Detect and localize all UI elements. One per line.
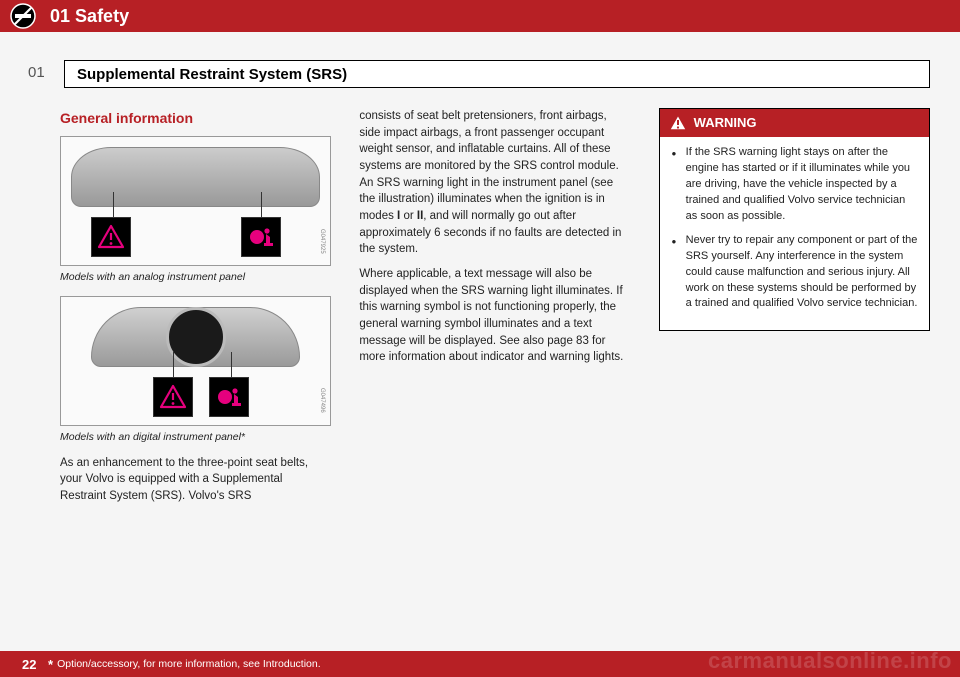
warning-box: WARNING If the SRS warning light stays o… — [659, 108, 930, 331]
chapter-title: 01 Safety — [50, 6, 129, 27]
figure-digital-panel: G047496 — [60, 296, 331, 426]
callout-line — [231, 352, 232, 377]
page-number: 22 — [22, 657, 36, 672]
warning-triangle-icon — [153, 377, 193, 417]
warning-item: Never try to repair any component or par… — [670, 233, 919, 313]
analog-panel-graphic — [71, 147, 320, 207]
figure-analog-panel: G047925 — [60, 136, 331, 266]
warning-item: If the SRS warning light stays on after … — [670, 145, 919, 225]
section-title: Supplemental Restraint System (SRS) — [77, 66, 347, 83]
figure-caption-digital: Models with an digital instrument panel* — [60, 430, 331, 445]
footnote-text: Option/accessory, for more information, … — [57, 658, 321, 670]
body-text-col1: As an enhancement to the three-point sea… — [60, 455, 331, 505]
footer-bar: 22 * Option/accessory, for more informat… — [0, 651, 960, 677]
callout-line — [261, 192, 262, 217]
body-text-col2-p1: consists of seat belt pretensioners, fro… — [359, 108, 630, 258]
section-title-bar: Supplemental Restraint System (SRS) — [64, 60, 930, 88]
column-3: WARNING If the SRS warning light stays o… — [659, 108, 930, 627]
callout-line — [113, 192, 114, 217]
image-code: G047496 — [317, 381, 326, 421]
callout-line — [173, 352, 174, 377]
warning-header: WARNING — [660, 109, 929, 137]
figure-caption-analog: Models with an analog instrument panel — [60, 270, 331, 285]
digital-panel-graphic — [91, 307, 300, 367]
content-columns: General information G047925 Models with … — [60, 108, 930, 627]
heading-general-info: General information — [60, 108, 331, 128]
column-1: General information G047925 Models with … — [60, 108, 331, 627]
column-2: consists of seat belt pretensioners, fro… — [359, 108, 630, 627]
image-code: G047925 — [317, 221, 326, 261]
warning-triangle-icon — [91, 217, 131, 257]
no-smoking-icon — [10, 3, 36, 29]
footnote-star: * — [48, 657, 53, 672]
warning-header-icon — [668, 113, 688, 133]
chapter-header-bar: 01 Safety — [0, 0, 960, 32]
body-text-col2-p2: Where applicable, a text message will al… — [359, 266, 630, 366]
section-number: 01 — [28, 64, 45, 81]
airbag-icon — [241, 217, 281, 257]
airbag-icon — [209, 377, 249, 417]
warning-title: WARNING — [694, 114, 757, 133]
warning-body: If the SRS warning light stays on after … — [660, 137, 929, 330]
manual-page: 01 Safety 01 Supplemental Restraint Syst… — [0, 0, 960, 677]
